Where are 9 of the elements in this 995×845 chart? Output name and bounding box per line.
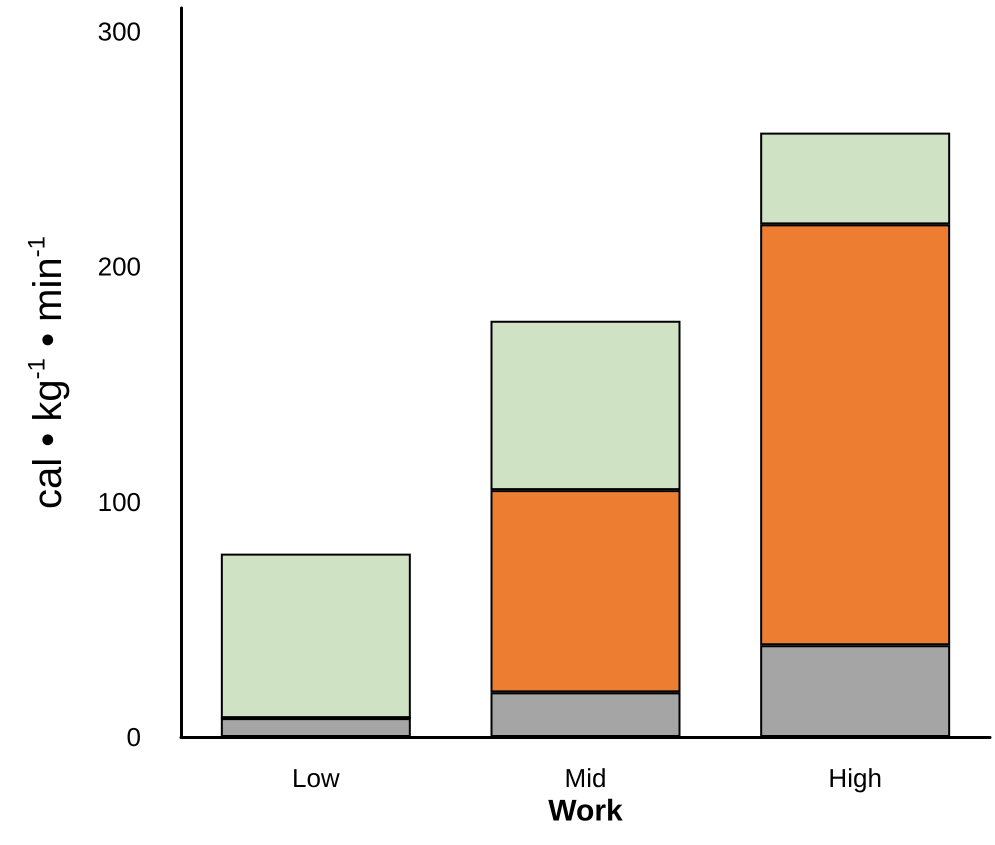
x-tick-label: Mid [564,763,606,793]
y-axis-title: cal • kg-1 • min-1 [24,236,70,509]
x-tick-label: Low [292,763,340,793]
y-tick-label: 0 [126,722,141,752]
y-tick-label: 100 [98,486,141,517]
y-tick-label: 200 [98,252,141,282]
y-tick-label: 300 [98,16,141,47]
x-tick-label: High [828,763,882,793]
x-axis-title: Work [548,794,624,828]
